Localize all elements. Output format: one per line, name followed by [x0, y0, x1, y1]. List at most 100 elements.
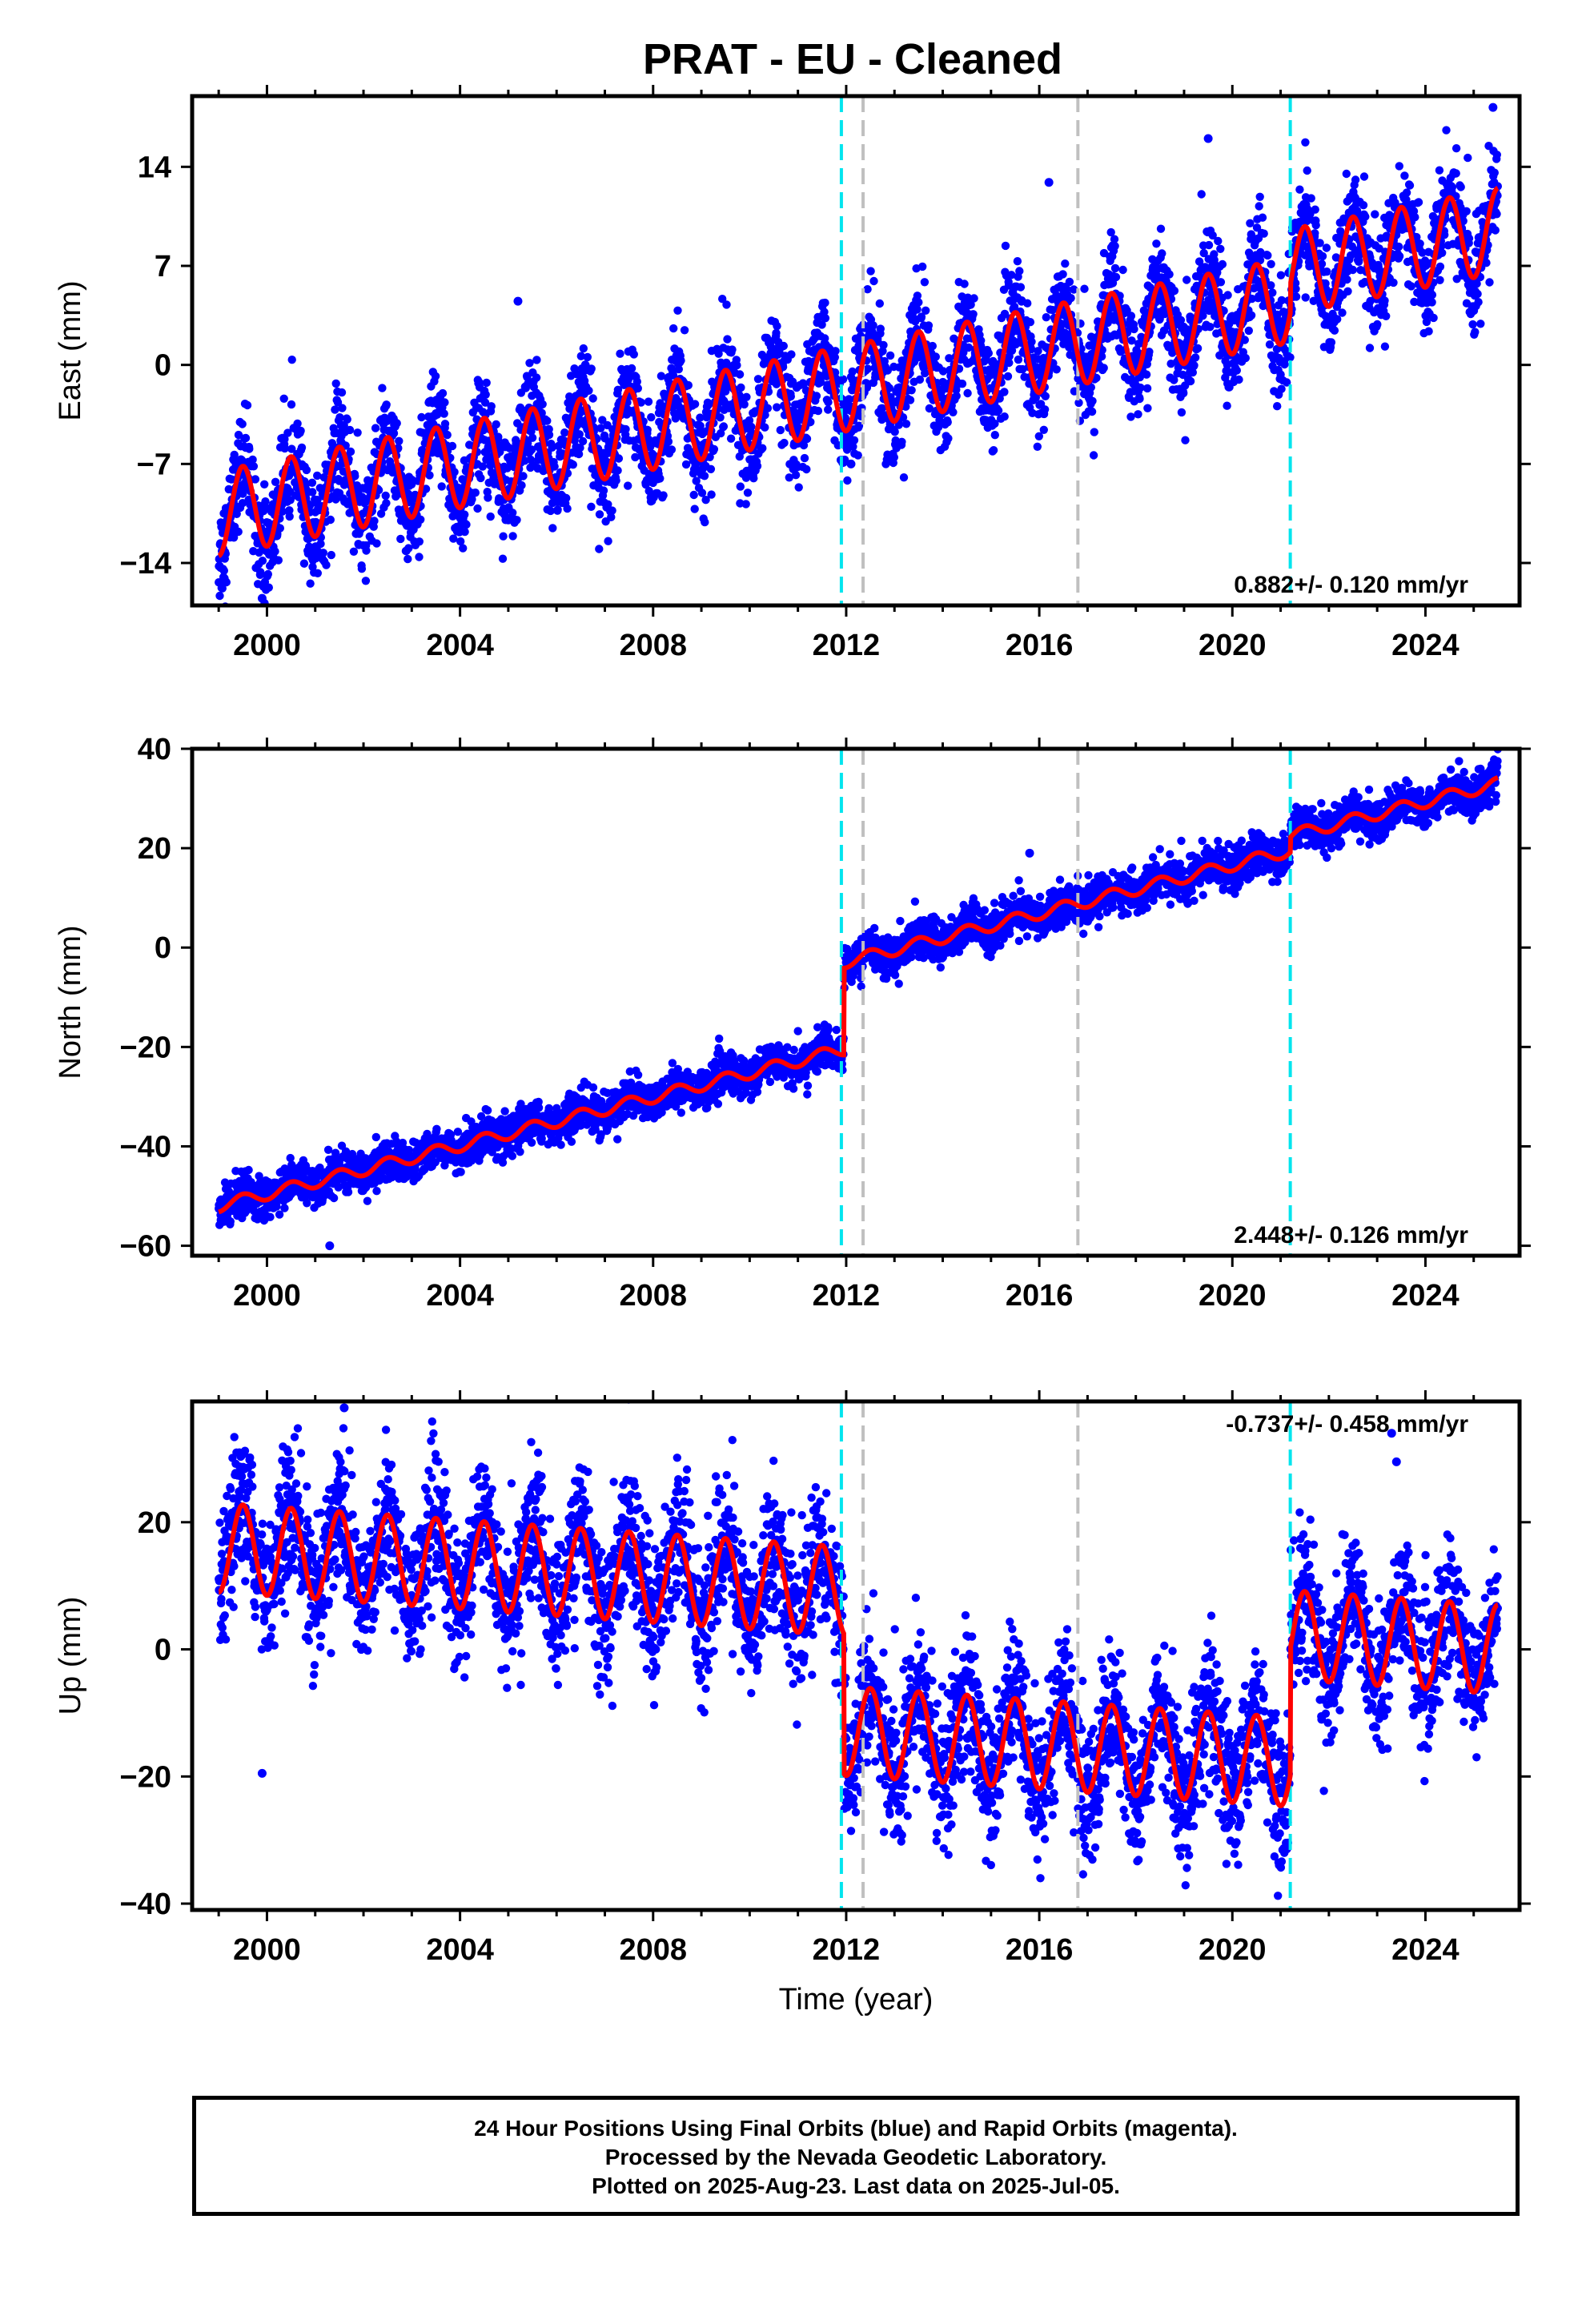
data-point: [583, 352, 592, 362]
data-point: [263, 569, 272, 579]
x-tick-label: 2016: [1006, 629, 1074, 662]
data-point: [319, 549, 327, 557]
chart-title: PRAT - EU - Cleaned: [643, 35, 1062, 83]
data-point: [481, 390, 490, 399]
data-point: [1411, 213, 1419, 222]
data-point: [1429, 313, 1438, 323]
data-point: [897, 437, 906, 446]
data-point: [920, 278, 930, 287]
data-point: [508, 509, 517, 517]
y-tick-label: −7: [137, 448, 171, 481]
data-point: [1165, 270, 1174, 279]
data-point: [1447, 183, 1457, 192]
data-point: [773, 403, 781, 412]
outlier-point: [513, 296, 523, 306]
data-point: [1232, 366, 1242, 375]
data-point: [499, 532, 508, 541]
data-point: [316, 539, 325, 549]
data-point: [425, 471, 434, 480]
data-point: [1476, 320, 1485, 328]
data-point: [1033, 442, 1042, 451]
data-point: [696, 413, 705, 422]
data-point: [780, 438, 789, 448]
data-point: [749, 474, 758, 483]
data-point: [232, 509, 241, 518]
data-point: [1199, 312, 1207, 320]
data-point: [456, 537, 465, 546]
data-point: [1204, 240, 1214, 250]
data-point: [895, 383, 904, 392]
data-point: [287, 444, 296, 453]
data-point: [280, 444, 289, 453]
data-point: [984, 348, 994, 358]
data-point: [761, 423, 769, 432]
data-point: [1127, 336, 1136, 345]
data-point: [473, 504, 482, 513]
data-point: [1273, 402, 1282, 411]
data-point: [1177, 408, 1186, 417]
x-tick-label: 2004: [426, 629, 494, 662]
data-point: [806, 417, 815, 427]
data-point: [1003, 372, 1013, 381]
data-point: [1311, 221, 1320, 230]
data-point: [669, 371, 678, 380]
data-point: [1301, 138, 1310, 147]
data-point: [849, 436, 859, 444]
data-point: [261, 497, 270, 506]
data-point: [821, 298, 829, 308]
data-point: [1000, 309, 1010, 319]
data-point: [370, 517, 379, 525]
data-point: [1010, 302, 1019, 312]
data-point: [1351, 175, 1360, 184]
data-point: [863, 364, 873, 373]
data-point: [1395, 251, 1404, 261]
data-point: [528, 433, 537, 442]
data-point: [966, 300, 975, 309]
data-point: [831, 347, 840, 356]
data-point: [938, 367, 948, 376]
data-point: [1268, 288, 1277, 297]
data-point: [308, 488, 317, 497]
data-point: [817, 320, 826, 329]
data-point: [1170, 286, 1179, 296]
data-point: [1315, 239, 1324, 247]
data-point: [690, 400, 700, 408]
data-point: [404, 544, 413, 553]
data-point: [785, 473, 793, 482]
data-point: [1427, 291, 1437, 300]
data-point: [389, 428, 399, 438]
data-point: [1080, 284, 1089, 293]
data-point: [631, 452, 640, 462]
data-point: [404, 554, 412, 564]
data-point: [1034, 347, 1042, 356]
data-point: [612, 476, 620, 485]
data-point: [1134, 410, 1142, 419]
data-point: [357, 565, 367, 573]
data-point: [802, 464, 811, 474]
data-point: [889, 452, 899, 462]
data-point: [1015, 267, 1024, 275]
data-point: [1145, 348, 1154, 356]
data-point: [758, 444, 767, 452]
data-point: [1400, 171, 1409, 180]
data-point: [692, 476, 701, 485]
data-point: [1276, 271, 1286, 279]
data-point: [898, 413, 908, 422]
data-point: [1256, 247, 1265, 257]
data-point: [1359, 201, 1368, 210]
data-point: [1435, 166, 1444, 175]
data-point: [1065, 277, 1074, 287]
data-point: [349, 547, 359, 556]
data-point: [353, 428, 362, 437]
data-point: [278, 507, 287, 516]
data-point: [877, 404, 887, 412]
data-point: [899, 473, 909, 482]
data-point: [1414, 198, 1423, 207]
data-point: [1338, 308, 1347, 317]
data-point: [283, 428, 292, 437]
data-point: [1016, 283, 1026, 292]
data-point: [1061, 259, 1070, 268]
data-point: [1382, 312, 1391, 320]
data-point: [376, 509, 386, 518]
